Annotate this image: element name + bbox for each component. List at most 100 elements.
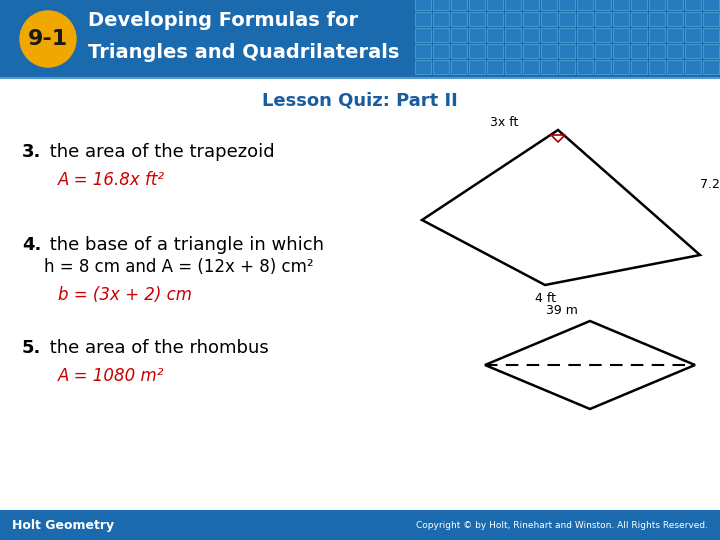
Bar: [469, 28, 485, 42]
Bar: [415, 0, 431, 10]
Bar: [613, 44, 629, 58]
Text: the area of the trapezoid: the area of the trapezoid: [44, 143, 274, 161]
Bar: [649, 0, 665, 10]
Text: 3.: 3.: [22, 143, 41, 161]
Bar: [631, 12, 647, 26]
Bar: [595, 28, 611, 42]
Bar: [703, 60, 719, 74]
Text: h = 8 cm and A = (12x + 8) cm²: h = 8 cm and A = (12x + 8) cm²: [44, 258, 314, 276]
Bar: [451, 44, 467, 58]
Bar: [667, 44, 683, 58]
Bar: [559, 60, 575, 74]
Bar: [613, 12, 629, 26]
Bar: [523, 12, 539, 26]
Bar: [541, 44, 557, 58]
Bar: [559, 28, 575, 42]
Polygon shape: [422, 130, 700, 285]
Text: 5.: 5.: [22, 339, 41, 357]
Bar: [631, 44, 647, 58]
Bar: [703, 44, 719, 58]
Bar: [667, 28, 683, 42]
Text: Holt Geometry: Holt Geometry: [12, 518, 114, 531]
Bar: [505, 44, 521, 58]
Bar: [631, 28, 647, 42]
Text: 9-1: 9-1: [28, 29, 68, 49]
Bar: [649, 12, 665, 26]
Text: the area of the rhombus: the area of the rhombus: [44, 339, 269, 357]
Bar: [577, 12, 593, 26]
Bar: [487, 28, 503, 42]
Bar: [487, 60, 503, 74]
Bar: [685, 44, 701, 58]
Bar: [0, 0, 720, 78]
Bar: [595, 0, 611, 10]
Text: b = (3x + 2) cm: b = (3x + 2) cm: [58, 286, 192, 304]
Bar: [541, 12, 557, 26]
Bar: [523, 44, 539, 58]
Bar: [433, 0, 449, 10]
Bar: [451, 28, 467, 42]
Bar: [505, 28, 521, 42]
Bar: [703, 28, 719, 42]
Text: Copyright © by Holt, Rinehart and Winston. All Rights Reserved.: Copyright © by Holt, Rinehart and Winsto…: [416, 521, 708, 530]
Bar: [631, 60, 647, 74]
Bar: [649, 60, 665, 74]
Bar: [451, 12, 467, 26]
Bar: [649, 28, 665, 42]
Bar: [523, 28, 539, 42]
Bar: [523, 60, 539, 74]
Bar: [559, 12, 575, 26]
Bar: [577, 28, 593, 42]
Bar: [415, 28, 431, 42]
Bar: [577, 44, 593, 58]
Bar: [541, 60, 557, 74]
Text: 4.: 4.: [22, 236, 41, 254]
Bar: [685, 12, 701, 26]
Bar: [577, 60, 593, 74]
Bar: [667, 0, 683, 10]
Text: A = 1080 m²: A = 1080 m²: [58, 367, 164, 385]
Bar: [433, 60, 449, 74]
Text: 4 ft: 4 ft: [535, 292, 556, 305]
Bar: [505, 12, 521, 26]
Bar: [667, 60, 683, 74]
Bar: [649, 44, 665, 58]
Bar: [667, 12, 683, 26]
Bar: [595, 60, 611, 74]
Bar: [469, 12, 485, 26]
Bar: [0, 510, 720, 540]
Bar: [469, 44, 485, 58]
Text: 72 m: 72 m: [580, 346, 616, 360]
Bar: [487, 44, 503, 58]
Bar: [631, 0, 647, 10]
Bar: [559, 0, 575, 10]
Bar: [415, 12, 431, 26]
Text: 7.2 ft: 7.2 ft: [700, 179, 720, 192]
Bar: [595, 12, 611, 26]
Bar: [451, 60, 467, 74]
Text: 39 m: 39 m: [546, 304, 578, 317]
Text: Triangles and Quadrilaterals: Triangles and Quadrilaterals: [88, 43, 400, 62]
Circle shape: [20, 11, 76, 67]
Polygon shape: [485, 321, 695, 409]
Bar: [433, 44, 449, 58]
Bar: [541, 28, 557, 42]
Bar: [685, 60, 701, 74]
Bar: [541, 0, 557, 10]
Bar: [505, 0, 521, 10]
Bar: [685, 28, 701, 42]
Bar: [577, 0, 593, 10]
Bar: [613, 28, 629, 42]
Bar: [613, 60, 629, 74]
Bar: [469, 0, 485, 10]
Text: Lesson Quiz: Part II: Lesson Quiz: Part II: [262, 91, 458, 109]
Bar: [433, 12, 449, 26]
Bar: [613, 0, 629, 10]
Bar: [559, 44, 575, 58]
Text: 3x ft: 3x ft: [490, 116, 518, 129]
Bar: [703, 12, 719, 26]
Bar: [451, 0, 467, 10]
Text: A = 16.8x ft²: A = 16.8x ft²: [58, 171, 165, 189]
Bar: [505, 60, 521, 74]
Bar: [685, 0, 701, 10]
